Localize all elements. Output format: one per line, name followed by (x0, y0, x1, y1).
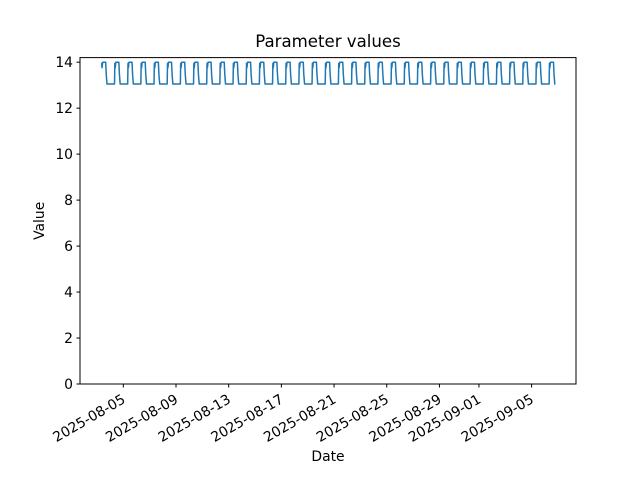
y-tick-label: 0 (64, 377, 73, 393)
y-axis-label: Value (32, 202, 48, 240)
y-tick-label: 14 (55, 55, 73, 71)
chart-title: Parameter values (255, 32, 401, 51)
y-tick-label: 10 (55, 147, 73, 163)
y-tick-label: 12 (55, 101, 73, 117)
y-tick-label: 2 (64, 331, 73, 347)
y-tick-label: 6 (64, 239, 73, 255)
x-axis-label: Date (311, 449, 344, 465)
x-axis-ticks: 2025-08-052025-08-092025-08-132025-08-17… (50, 384, 537, 446)
axes-frame (79, 57, 577, 385)
y-tick-label: 4 (64, 285, 73, 301)
y-tick-label: 8 (64, 193, 73, 209)
y-axis-ticks: 0 2 4 6 8 10 12 14 (55, 55, 80, 393)
series-line (100, 61, 556, 85)
plot-area (80, 57, 576, 384)
